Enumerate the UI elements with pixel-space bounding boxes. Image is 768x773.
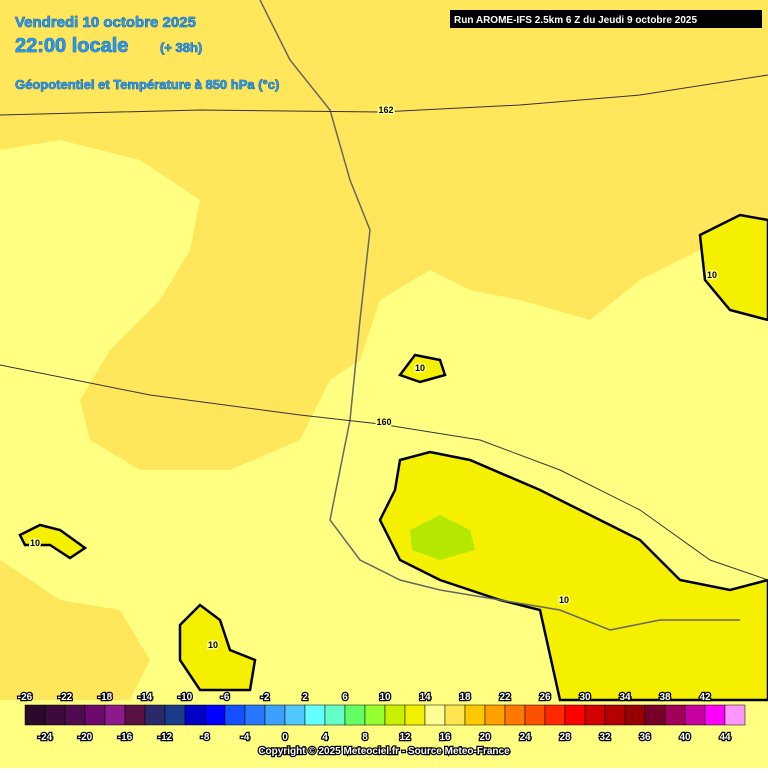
legend-swatch bbox=[144, 704, 166, 726]
coastline bbox=[259, 0, 740, 631]
legend-swatch bbox=[224, 704, 246, 726]
legend-label: -2 bbox=[261, 692, 270, 703]
legend-swatch bbox=[264, 704, 286, 726]
legend-label: -22 bbox=[58, 692, 73, 703]
isotherm-area bbox=[18, 523, 88, 560]
run-box bbox=[450, 10, 762, 28]
cool-patch bbox=[410, 515, 475, 560]
legend-label: 12 bbox=[399, 732, 411, 743]
legend-label: -16 bbox=[118, 732, 133, 743]
legend-swatch bbox=[664, 704, 686, 726]
legend-swatch bbox=[604, 704, 626, 726]
legend-label: 36 bbox=[639, 732, 651, 743]
legend-swatch bbox=[244, 704, 266, 726]
legend-swatch bbox=[524, 704, 546, 726]
legend-swatch bbox=[304, 704, 326, 726]
legend-swatch bbox=[544, 704, 566, 726]
legend-swatch bbox=[564, 704, 586, 726]
map-lead: (+ 38h) bbox=[160, 40, 202, 55]
legend-swatch bbox=[204, 704, 226, 726]
legend-label: -8 bbox=[201, 732, 210, 743]
contour-label: 10 bbox=[415, 363, 425, 373]
warm-area bbox=[0, 0, 768, 470]
legend-swatch bbox=[384, 704, 406, 726]
legend-swatch bbox=[464, 704, 486, 726]
legend-swatch bbox=[184, 704, 206, 726]
legend-swatch bbox=[424, 704, 446, 726]
legend-swatch bbox=[724, 704, 746, 726]
isotherm-area bbox=[378, 450, 768, 702]
legend-label: 40 bbox=[679, 732, 691, 743]
isotherm-area bbox=[698, 213, 768, 322]
legend-label: 2 bbox=[302, 692, 308, 703]
warm-area bbox=[0, 560, 150, 700]
legend-label: -26 bbox=[18, 692, 33, 703]
legend-label: 20 bbox=[479, 732, 491, 743]
legend-label: -24 bbox=[38, 732, 53, 743]
legend-label: 4 bbox=[322, 732, 328, 743]
geopotential-line bbox=[0, 74, 768, 116]
contour-label: 10 bbox=[30, 538, 40, 548]
contour-label: 10 bbox=[559, 595, 569, 605]
legend-label: 16 bbox=[439, 732, 451, 743]
legend-swatch bbox=[364, 704, 386, 726]
legend-swatch bbox=[284, 704, 306, 726]
legend-swatch bbox=[644, 704, 666, 726]
legend-label: 34 bbox=[619, 692, 631, 703]
geopotential-line bbox=[0, 364, 768, 581]
contour-label: 162 bbox=[378, 105, 393, 115]
legend-swatch bbox=[124, 704, 146, 726]
legend-swatch bbox=[444, 704, 466, 726]
legend-swatch bbox=[504, 704, 526, 726]
legend-label: -6 bbox=[221, 692, 230, 703]
legend-swatch bbox=[404, 704, 426, 726]
legend-swatch bbox=[84, 704, 106, 726]
legend-label: 22 bbox=[499, 692, 511, 703]
legend-label: -20 bbox=[78, 732, 93, 743]
legend-label: 24 bbox=[519, 732, 531, 743]
legend-label: 14 bbox=[419, 692, 431, 703]
legend-swatch bbox=[624, 704, 646, 726]
isotherm-area bbox=[178, 603, 257, 692]
legend-swatch bbox=[584, 704, 606, 726]
legend-label: 30 bbox=[579, 692, 591, 703]
legend-label: 32 bbox=[599, 732, 611, 743]
legend-swatch bbox=[24, 704, 46, 726]
copyright: Copyright © 2025 Meteociel.fr - Source M… bbox=[258, 746, 510, 757]
legend-label: 44 bbox=[719, 732, 731, 743]
legend-swatch bbox=[344, 704, 366, 726]
legend-swatch bbox=[484, 704, 506, 726]
legend-label: 8 bbox=[362, 732, 368, 743]
legend-label: 18 bbox=[459, 692, 471, 703]
contour-label: 10 bbox=[208, 640, 218, 650]
map-date: Vendredi 10 octobre 2025 bbox=[15, 14, 196, 31]
legend-label: -14 bbox=[138, 692, 153, 703]
isotherm-area bbox=[397, 353, 447, 384]
legend-label: 42 bbox=[699, 692, 711, 703]
legend-swatch bbox=[64, 704, 86, 726]
legend-swatch bbox=[44, 704, 66, 726]
legend-label: -18 bbox=[98, 692, 113, 703]
legend-swatch bbox=[324, 704, 346, 726]
legend-swatch bbox=[104, 704, 126, 726]
legend-label: 28 bbox=[559, 732, 571, 743]
map-time: 22:00 locale bbox=[15, 35, 128, 57]
contour-label: 160 bbox=[376, 417, 391, 427]
legend-label: 38 bbox=[659, 692, 671, 703]
legend-swatch bbox=[684, 704, 706, 726]
legend-label: -12 bbox=[158, 732, 173, 743]
map-field: Géopotentiel et Température à 850 hPa (°… bbox=[15, 77, 279, 92]
legend-label: 26 bbox=[539, 692, 551, 703]
legend-label: 6 bbox=[342, 692, 348, 703]
legend-label: 10 bbox=[379, 692, 391, 703]
legend-label: 0 bbox=[282, 732, 288, 743]
legend-swatch bbox=[704, 704, 726, 726]
legend-label: -10 bbox=[178, 692, 193, 703]
legend-swatch bbox=[164, 704, 186, 726]
run-info: Run AROME-IFS 2.5km 6 Z du Jeudi 9 octob… bbox=[454, 15, 697, 26]
legend-label: -4 bbox=[241, 732, 250, 743]
contour-label: 10 bbox=[707, 270, 717, 280]
